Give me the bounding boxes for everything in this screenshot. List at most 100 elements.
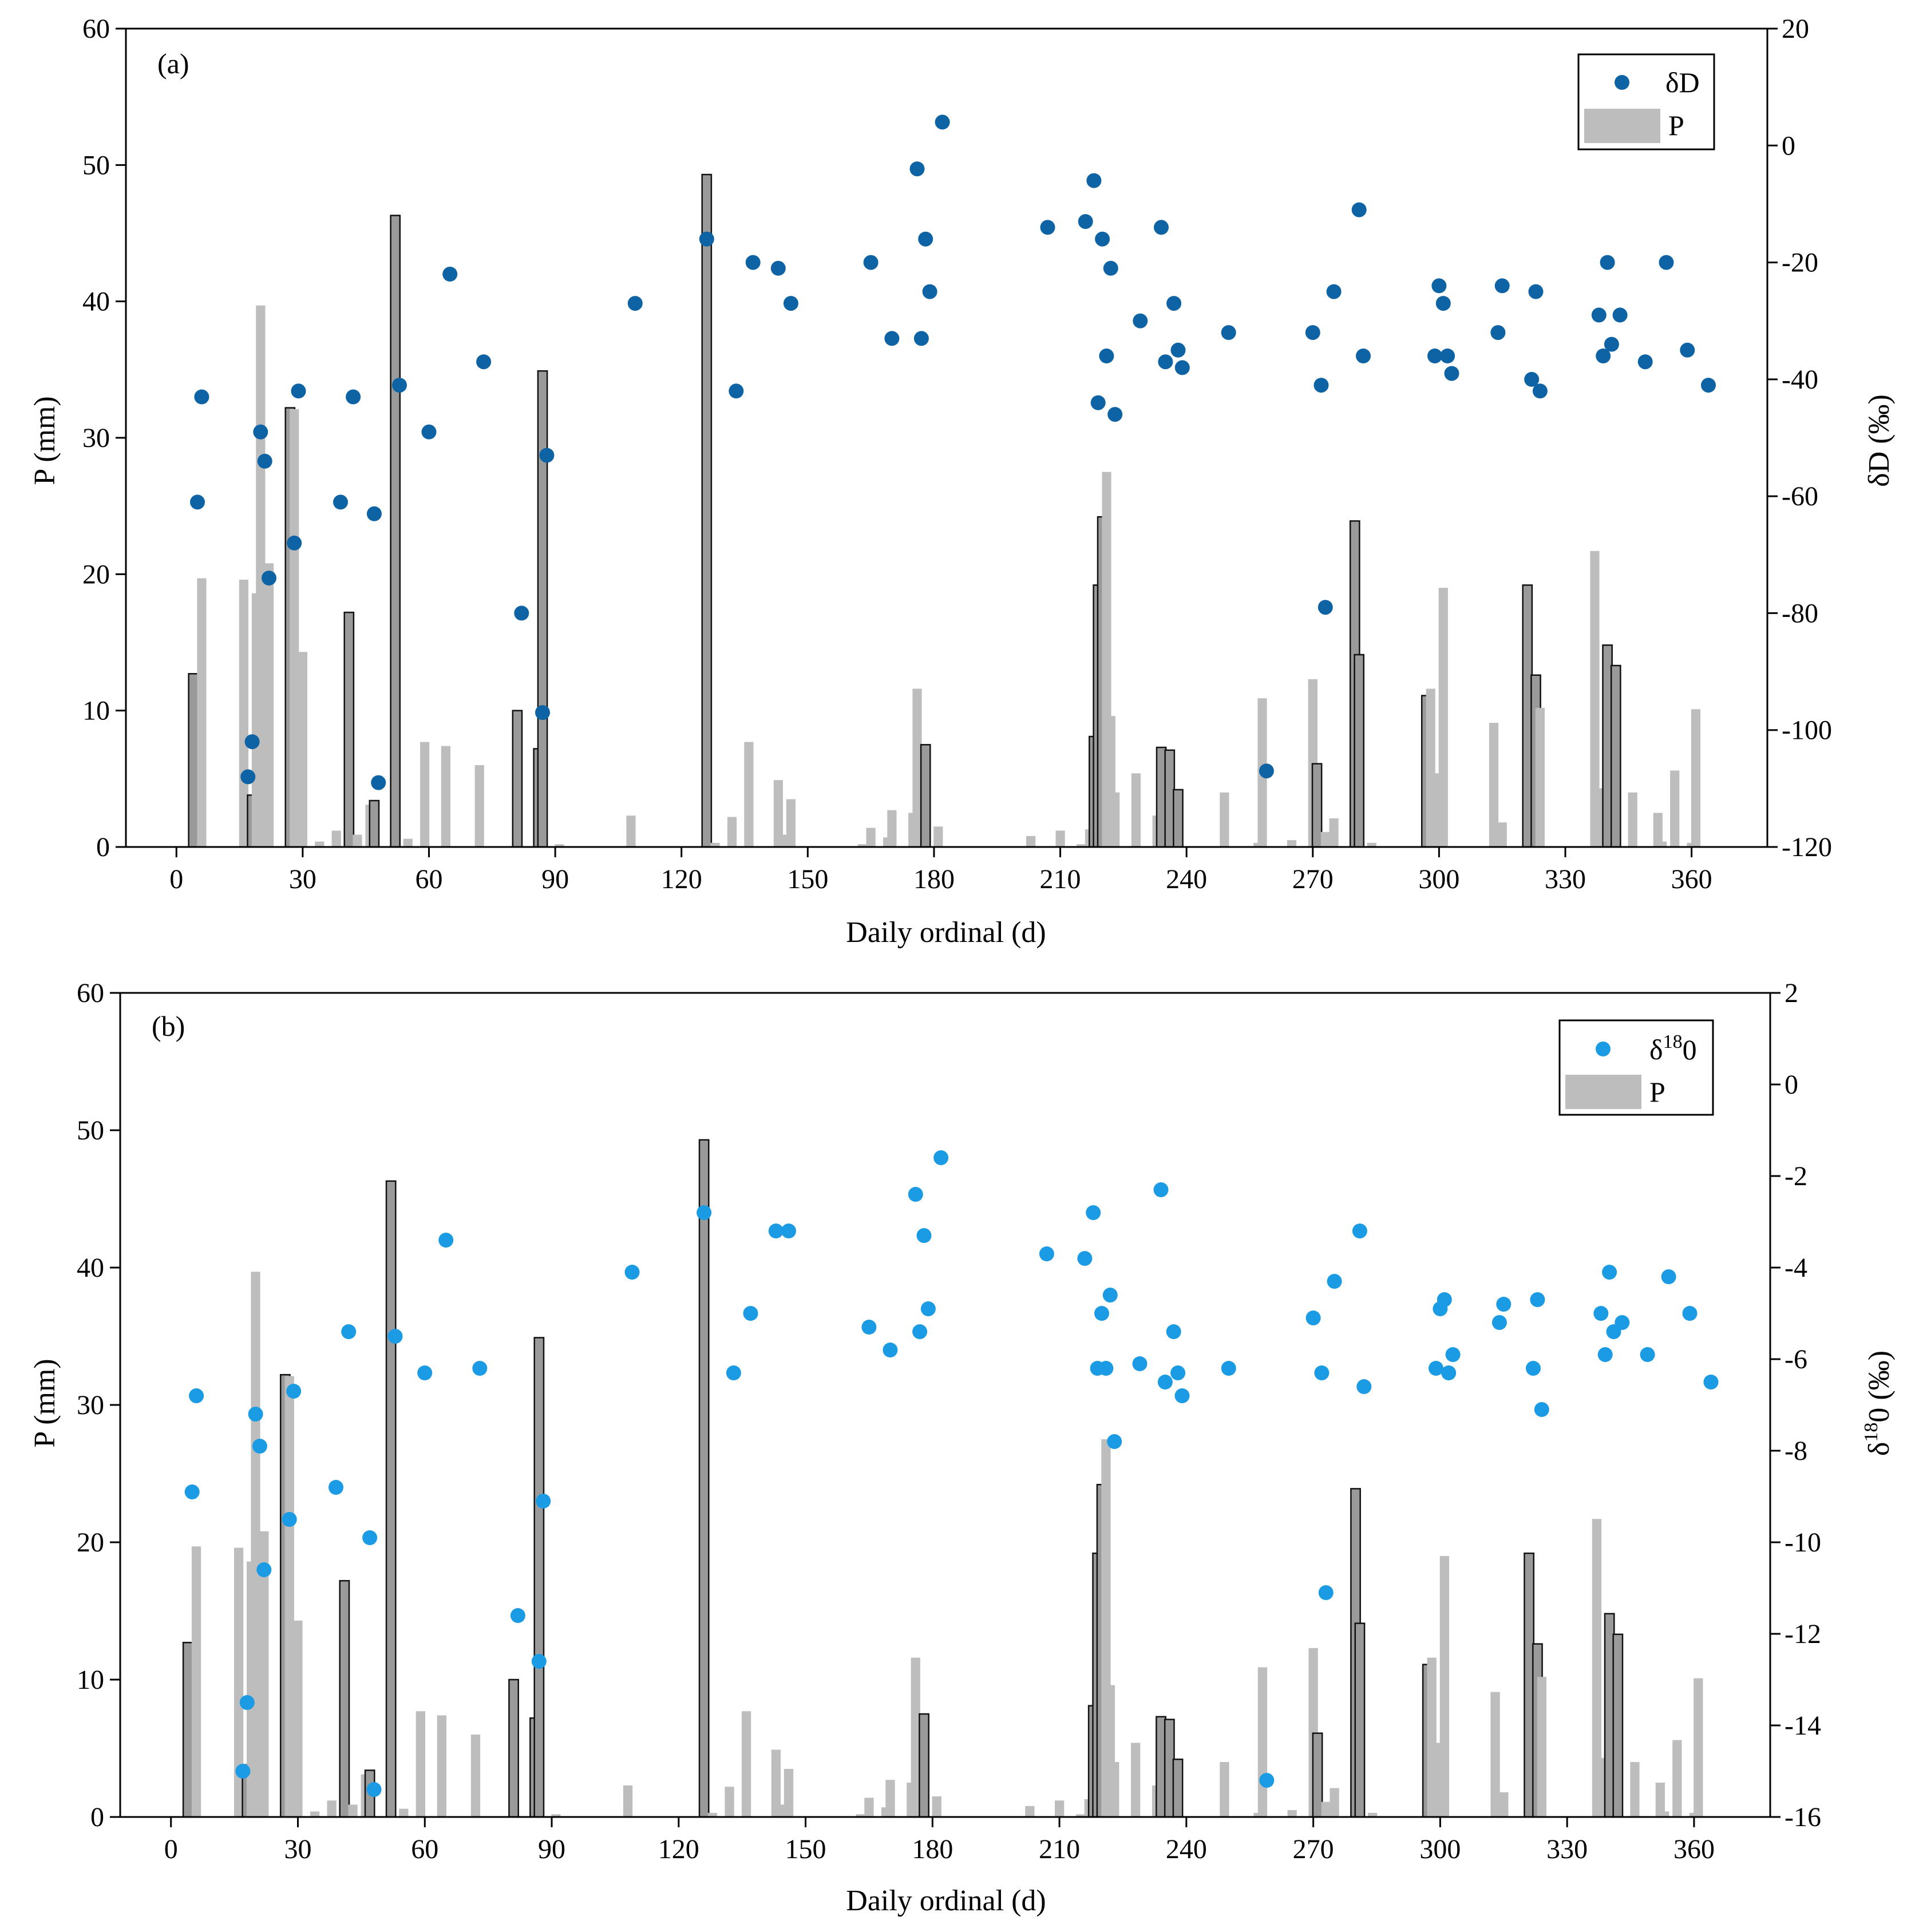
d18o-point-43 [1157,1375,1173,1389]
y-right-tick-label-b-4: -8 [1785,1436,1807,1466]
precip-bar-a-5 [256,305,266,847]
precip-bar-b-50 [1110,1762,1119,1817]
precip-bar-b-2 [234,1547,244,1817]
precip-bar-a-23 [537,370,548,848]
precip-bar-a-10 [315,841,325,847]
panel-b-d18o: 0 30 60 90 120 150 180 210 240 270 300 330 360010203… [29,978,1896,1917]
d18o-point-61 [1496,1297,1512,1312]
precip-bar-a-12 [343,611,355,848]
axes-b: 0 30 60 90 120 150 180 210 240 270 300 330 360010203… [77,978,1821,1864]
plot-frame-b [119,992,1771,1818]
y-right-tick-label-b-2: -12 [1785,1619,1821,1649]
dd-points [190,114,1716,790]
dd-point-28 [909,161,925,177]
dd-point-70 [1637,354,1653,370]
dd-point-60 [1490,325,1506,341]
precip-bar-a-85 [1691,709,1701,847]
panel-a-dd: 0 30 60 90 120 150 180 210 240 270 300 330 360010203… [29,14,1896,949]
precipitation-bars-a [188,173,1701,848]
x-tick-label-a-8: 240 [1166,864,1207,894]
x-tick-label-b-2: 60 [411,1834,438,1864]
d18o-point-2 [235,1764,251,1779]
precip-bar-b-9 [293,1620,303,1817]
dd-point-35 [1086,173,1102,188]
precip-bar-b-25 [623,1785,633,1817]
precip-bar-a-81 [1653,813,1663,847]
precip-bar-b-11 [327,1800,337,1817]
precip-bar-a-42 [1055,830,1065,847]
d18o-point-18 [531,1654,547,1669]
d18o-point-20 [624,1265,640,1280]
dd-point-66 [1596,349,1611,363]
precip-bar-b-21 [508,1678,519,1818]
d18o-point-30 [916,1228,932,1243]
precip-bar-b-13 [348,1804,358,1817]
precip-bar-a-72 [1497,822,1507,847]
x-tick-label-a-12: 360 [1671,864,1712,894]
precip-bar-b-65 [1354,1622,1366,1818]
dd-point-64 [1532,383,1548,399]
y-right-tick-label-a-1: -100 [1782,715,1832,746]
y-right-tick-label-a-4: -40 [1782,365,1818,395]
d18o-point-7 [282,1512,297,1527]
legend-a: δD P [1577,53,1715,151]
d18o-point-72 [1682,1306,1698,1321]
y-right-tick-label-a-5: -20 [1782,248,1818,278]
dd-point-48 [1259,763,1274,779]
precip-bar-b-36 [885,1780,895,1817]
d18o-point-45 [1170,1365,1186,1380]
x-tick-label-b-4: 120 [658,1834,699,1864]
d18o-point-32 [933,1150,949,1165]
precip-bar-a-65 [1354,654,1365,848]
precip-bar-a-70 [1438,588,1448,847]
precip-bar-a-39 [920,744,931,848]
precip-bar-b-29 [741,1711,751,1817]
dd-point-19 [539,448,555,463]
precip-bar-a-24 [555,844,564,847]
dd-point-8 [291,383,306,399]
dd-point-46 [1174,360,1190,375]
d18o-point-27 [883,1343,898,1357]
d18o-point-53 [1352,1224,1367,1238]
x-tick-label-a-2: 60 [415,864,442,894]
precip-bar-a-83 [1670,770,1680,847]
dd-point-49 [1305,325,1320,341]
dd-point-56 [1431,278,1447,294]
d18o-point-64 [1534,1402,1549,1417]
d18o-point-44 [1166,1324,1181,1339]
dd-point-53 [1351,202,1367,217]
d18o-point-62 [1526,1361,1541,1376]
precip-bar-a-36 [887,810,897,847]
dd-point-34 [1078,214,1093,229]
d18o-point-71 [1661,1269,1676,1284]
dd-point-4 [253,424,268,440]
y-left-tick-label-a-6: 60 [82,14,110,44]
precip-bar-a-77 [1594,788,1604,847]
precip-bar-b-23 [533,1337,545,1818]
dd-point-69 [1612,307,1628,323]
precip-bar-a-21 [512,710,523,848]
precip-bar-b-17 [399,1808,409,1817]
dd-point-71 [1659,255,1674,270]
y-left-tick-label-a-0: 0 [96,832,110,862]
precipitation-bars-b [182,1139,1703,1818]
y-right-tick-label-b-5: -6 [1785,1344,1807,1375]
d18o-point-40 [1107,1434,1122,1449]
dd-point-7 [287,535,302,551]
d18o-point-63 [1530,1292,1545,1307]
dd-point-26 [863,255,879,270]
legend-marker-d18o [1596,1042,1611,1056]
y-label-right-b-sup: 18 [1861,1423,1882,1442]
precip-bar-a-20 [474,765,484,847]
precip-bar-b-38 [911,1657,920,1817]
precip-bar-b-6 [259,1531,269,1817]
dd-point-57 [1435,296,1451,311]
x-axis-label-b: Daily ordinal (d) [846,1885,1046,1917]
precip-bar-b-68 [1427,1657,1437,1817]
precip-bar-b-30 [771,1749,781,1817]
d18o-points [184,1150,1719,1797]
d18o-point-67 [1602,1265,1617,1280]
d18o-point-12 [366,1782,382,1797]
d18o-point-58 [1441,1365,1457,1380]
